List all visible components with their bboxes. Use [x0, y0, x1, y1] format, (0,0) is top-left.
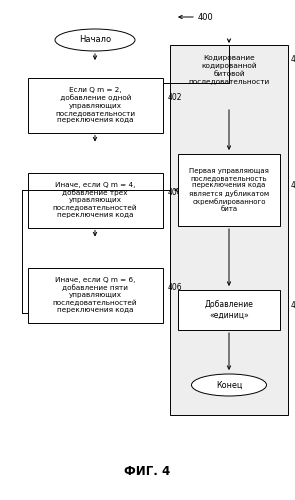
Text: 410: 410 — [291, 180, 295, 190]
Text: ФИГ. 4: ФИГ. 4 — [124, 465, 170, 478]
Bar — [178, 154, 280, 226]
Bar — [27, 78, 163, 132]
Bar — [178, 290, 280, 330]
Text: 402: 402 — [168, 93, 182, 102]
Text: Кодирование
кодированной
битовой
последовательности: Кодирование кодированной битовой последо… — [189, 55, 270, 84]
Bar — [170, 45, 288, 415]
Ellipse shape — [55, 29, 135, 51]
Text: Начало: Начало — [79, 36, 111, 44]
Text: 406: 406 — [168, 283, 182, 292]
Text: Первая управляющая
последовательность
переключения кода
является дубликатом
скре: Первая управляющая последовательность пе… — [189, 168, 269, 212]
Text: 400: 400 — [198, 12, 214, 22]
Text: 404: 404 — [168, 188, 182, 197]
Text: 412: 412 — [291, 300, 295, 310]
Bar — [27, 172, 163, 228]
Text: Иначе, если Q m = 6,
добавление пяти
управляющих
последовательностей
переключени: Иначе, если Q m = 6, добавление пяти упр… — [53, 276, 137, 314]
Ellipse shape — [191, 374, 266, 396]
Text: 408: 408 — [291, 55, 295, 64]
Text: Конец: Конец — [216, 380, 242, 390]
Text: Если Q m = 2,
 добавление одной
управляющих
последовательности
переключения кода: Если Q m = 2, добавление одной управляющ… — [55, 87, 135, 123]
Text: Иначе, если Q m = 4,
добавление трех
управляющих
последовательностей
переключени: Иначе, если Q m = 4, добавление трех упр… — [53, 182, 137, 218]
Bar — [27, 268, 163, 322]
Text: Добавление
«единиц»: Добавление «единиц» — [204, 300, 253, 320]
